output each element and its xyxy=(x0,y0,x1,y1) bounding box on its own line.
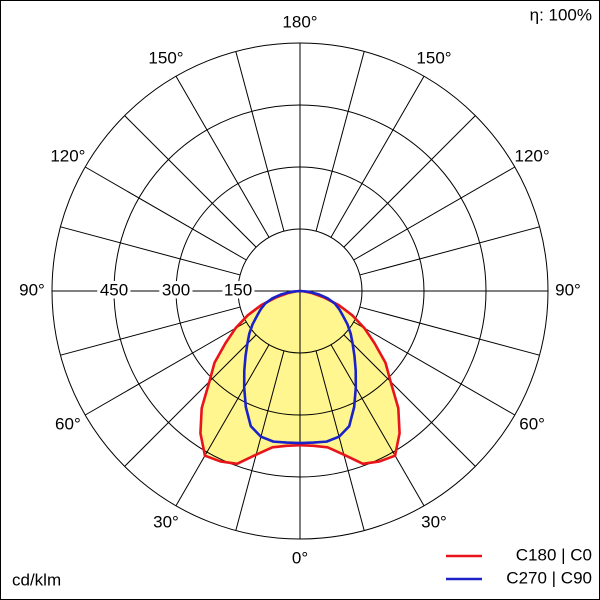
annotation: η: 100% xyxy=(530,5,592,24)
grid-spoke xyxy=(343,115,476,248)
angle-label: 150° xyxy=(416,48,451,67)
grid-spoke xyxy=(175,75,270,238)
grid-spoke xyxy=(330,75,425,238)
angle-label: 180° xyxy=(282,12,317,31)
unit-label: cd/klm xyxy=(12,570,61,589)
angle-label: 90° xyxy=(555,280,581,299)
grid-spoke xyxy=(330,344,425,507)
plot: 0° 30° 30° 60° 60° 90° 90° 120° 120° 150° 150° 180°… xyxy=(19,12,581,567)
grid-spoke xyxy=(84,321,247,416)
angle-label: 60° xyxy=(55,414,81,433)
grid-spoke xyxy=(343,334,476,467)
angle-label: 120° xyxy=(515,146,550,165)
curve xyxy=(242,289,301,445)
angle-label: 30° xyxy=(421,513,447,532)
legend-label: C180 | C0 xyxy=(516,545,592,564)
legend-label: C270 | C90 xyxy=(506,568,592,587)
r-tick-label: 450 xyxy=(100,280,128,299)
angle-label: 90° xyxy=(19,280,45,299)
grid-spoke xyxy=(60,306,241,356)
grid-spoke xyxy=(124,334,257,467)
grid-spoke xyxy=(315,350,365,531)
grid-spoke xyxy=(175,344,270,507)
grid-spoke xyxy=(359,226,540,276)
grid-spoke xyxy=(359,306,540,356)
angle-label: 0° xyxy=(292,548,308,567)
curve xyxy=(299,289,358,445)
grid-spoke xyxy=(353,321,516,416)
r-tick-label: 150 xyxy=(224,280,252,299)
grid-spoke xyxy=(84,166,247,261)
angle-label: 30° xyxy=(153,513,179,532)
grid-spoke xyxy=(235,51,285,232)
angle-label: 150° xyxy=(148,48,183,67)
angle-label: 120° xyxy=(50,146,85,165)
angle-label: 60° xyxy=(519,414,545,433)
grid-spoke xyxy=(60,226,241,276)
grid-spoke xyxy=(315,51,365,232)
grid-spoke xyxy=(235,350,285,531)
r-tick-label: 300 xyxy=(162,280,190,299)
grid-spoke xyxy=(353,166,516,261)
grid-spoke xyxy=(124,115,257,248)
